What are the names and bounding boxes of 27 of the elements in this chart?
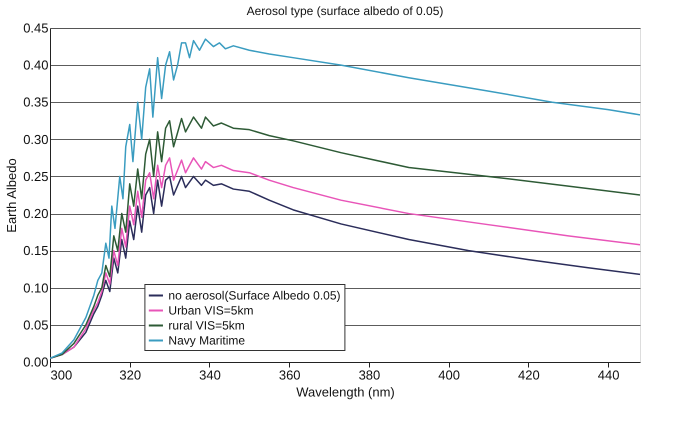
y-tick-label: 0.15 bbox=[23, 243, 48, 258]
x-tick-label: 380 bbox=[358, 368, 380, 382]
y-tick-label: 0.45 bbox=[23, 20, 48, 36]
x-tick-label: 420 bbox=[518, 368, 540, 382]
legend-label: Urban VIS=5km bbox=[168, 304, 254, 318]
chart-title: Aerosol type (surface albedo of 0.05) bbox=[246, 4, 444, 18]
legend-label: no aerosol(Surface Albedo 0.05) bbox=[168, 288, 341, 302]
legend-label: rural VIS=5km bbox=[168, 318, 245, 332]
legend-label: Navy Maritime bbox=[168, 334, 246, 348]
y-tick-label: 0.30 bbox=[23, 132, 48, 147]
y-tick-label: 0.20 bbox=[23, 206, 48, 222]
y-tick-label: 0.00 bbox=[23, 354, 48, 370]
x-tick-label: 300 bbox=[50, 368, 72, 382]
line-series bbox=[50, 38, 640, 360]
x-tick-label: 320 bbox=[119, 368, 142, 382]
x-tick-label: 440 bbox=[598, 368, 620, 382]
x-tick-label: 340 bbox=[199, 368, 221, 382]
y-tick-label: 0.35 bbox=[23, 94, 48, 110]
y-tick-label: 0.10 bbox=[23, 280, 48, 296]
line-series bbox=[50, 116, 640, 360]
x-axis-title: Wavelength (nm) bbox=[296, 384, 395, 400]
y-tick-label: 0.25 bbox=[23, 168, 48, 184]
x-tick-label: 360 bbox=[278, 368, 301, 382]
y-tick-label: 0.05 bbox=[23, 317, 48, 332]
y-tick-label: 0.40 bbox=[23, 58, 48, 73]
y-axis-title: Earth Albedo bbox=[4, 158, 20, 233]
x-tick-label: 400 bbox=[438, 368, 460, 382]
